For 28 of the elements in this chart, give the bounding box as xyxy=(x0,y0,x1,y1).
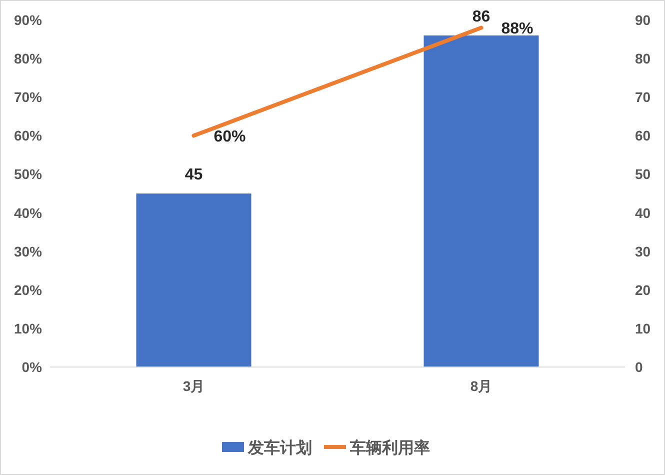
y2tick: 30 xyxy=(635,243,651,260)
y2tick: 80 xyxy=(635,50,651,67)
y2tick: 50 xyxy=(635,166,651,182)
ytick: 60% xyxy=(14,128,42,144)
label: 45 xyxy=(184,166,203,184)
legend: 发车计划 xyxy=(248,440,312,457)
y2tick: 10 xyxy=(635,320,651,336)
xtick: 3月 xyxy=(182,378,205,394)
y2tick: 40 xyxy=(635,204,651,221)
ytick: 30% xyxy=(14,243,42,260)
label: 86 xyxy=(472,8,490,26)
label: 88% xyxy=(501,20,534,38)
ytick: 70% xyxy=(14,89,42,106)
ytick: 90% xyxy=(14,12,42,28)
ytick: 20% xyxy=(14,282,42,298)
y2tick: 60 xyxy=(635,128,651,144)
legend: 车辆利用率 xyxy=(350,440,430,457)
ytick: 0% xyxy=(22,359,42,375)
y2tick: 0 xyxy=(635,359,643,375)
y2tick: 70 xyxy=(635,89,651,106)
label: 60% xyxy=(214,128,246,146)
y2tick: 20 xyxy=(635,282,651,298)
ytick: 40% xyxy=(14,204,42,221)
ytick: 10% xyxy=(14,320,42,336)
y2tick: 90 xyxy=(635,12,651,28)
ytick: 80% xyxy=(14,50,42,67)
ytick: 50% xyxy=(14,166,42,182)
xtick: 8月 xyxy=(470,378,492,394)
